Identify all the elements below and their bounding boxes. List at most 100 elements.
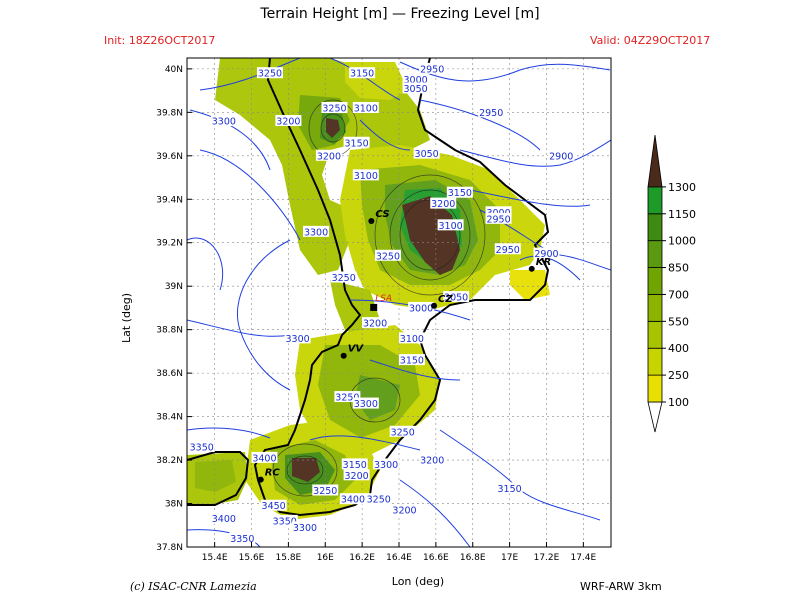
contour-label-background [413, 147, 440, 159]
contour-label: 3250 [322, 103, 346, 114]
contour-label: 3100 [439, 221, 463, 232]
contour-label-background [349, 67, 376, 79]
x-tick-label: 16.4E [386, 553, 412, 563]
contour-label-background [362, 317, 389, 329]
contour-label: 3150 [400, 356, 424, 367]
init-time-label: Init: 18Z26OCT2017 [104, 34, 216, 47]
colorbar-extend-low [647, 401, 663, 433]
y-tick-label: 38N [165, 500, 183, 510]
contour-label: 3150 [498, 484, 522, 495]
contour-label-background [352, 101, 379, 113]
contour-label: 2950 [479, 108, 503, 119]
y-tick-label: 39.4N [156, 195, 183, 205]
y-tick-label: 39.8N [156, 108, 183, 118]
colorbar-swatch [647, 186, 663, 215]
contour-label: 3300 [286, 334, 310, 345]
contour-label-background [256, 67, 283, 79]
contour-label: 3200 [420, 456, 444, 467]
contour-label: 3100 [354, 171, 378, 182]
contour-label: 3000 [409, 303, 433, 314]
contour-label: 3000 [403, 75, 427, 86]
colorbar-swatch [647, 294, 663, 322]
contour-label: 3400 [212, 514, 236, 525]
contour-label-background [496, 482, 523, 494]
city-marker-layer: CS KR CZ VV RC LSA [257, 209, 551, 483]
contour-label-background [419, 62, 446, 74]
y-tick-label: 38.2N [156, 456, 183, 466]
contour-label-background [419, 454, 446, 466]
y-tick-label: 38.4N [156, 413, 183, 423]
contour-label: 3050 [403, 84, 427, 95]
contour-label: 3250 [376, 251, 400, 262]
contour-label: 3250 [367, 495, 391, 506]
contour-label-background [271, 514, 298, 526]
contour-label-background [485, 212, 512, 224]
contour-label-background [391, 504, 418, 516]
colorbar-label: 1000 [668, 235, 696, 248]
city-label: KR [536, 257, 551, 268]
contour-label-background [402, 73, 429, 85]
x-tick-label: 15.8E [276, 553, 302, 563]
contour-label: 3150 [350, 69, 374, 80]
contour-label-background [437, 219, 464, 231]
freezing-level-contours [187, 58, 611, 547]
colorbar-swatch [647, 347, 663, 376]
contour-label: 3300 [354, 399, 378, 410]
terrain-contours [272, 99, 486, 497]
contour-label: 3100 [400, 334, 424, 345]
x-tick-label: 15.4E [202, 553, 228, 563]
contour-label: 2950 [496, 245, 520, 256]
contour-label: 3300 [293, 523, 317, 534]
contour-label: 2950 [486, 214, 510, 225]
y-tick-label: 37.8N [156, 543, 183, 553]
contour-label-background [446, 186, 473, 198]
x-tick-label: 17.4E [570, 553, 596, 563]
contour-label: 3350 [273, 516, 297, 527]
colorbar-label: 1300 [668, 181, 696, 194]
colorbar-swatch [647, 240, 663, 268]
contour-label-background [315, 149, 342, 161]
contour-label: 3250 [335, 393, 359, 404]
colorbar-swatch [647, 213, 663, 242]
colorbar-label: 700 [668, 288, 689, 301]
contour-label-background [402, 82, 429, 94]
colorbar-label: 100 [668, 396, 689, 409]
contour-label-background [251, 451, 278, 463]
valid-time-label: Valid: 04Z29OCT2017 [590, 34, 711, 47]
contour-label: 3400 [252, 453, 276, 464]
map-title: Terrain Height [m] — Freezing Level [m] [260, 6, 540, 22]
y-axis-label: Lat (deg) [120, 293, 133, 343]
contour-label: 3150 [343, 460, 367, 471]
y-tick-label: 39N [165, 282, 183, 292]
city-marker [340, 352, 347, 359]
contour-label-background [330, 271, 357, 283]
contour-label: 3200 [276, 117, 300, 128]
colorbar-label: 400 [668, 342, 689, 355]
contour-label-background [291, 521, 318, 533]
contour-label: 3300 [374, 460, 398, 471]
contour-label: 3050 [444, 293, 468, 304]
contour-label: 3100 [354, 103, 378, 114]
y-tick-label: 38.8N [156, 326, 183, 336]
contour-label-background [443, 291, 470, 303]
contour-label: 2900 [549, 151, 573, 162]
contour-label: 3250 [332, 273, 356, 284]
contour-label-background [210, 115, 237, 127]
contour-label: 3300 [304, 227, 328, 238]
contour-label-background [321, 101, 348, 113]
city-marker [431, 302, 438, 309]
contour-label-background [430, 197, 457, 209]
contour-label-background [334, 391, 361, 403]
contour-label-background [398, 354, 425, 366]
contour-label-background [188, 441, 215, 453]
colorbar-swatch [647, 134, 663, 188]
model-label: WRF-ARW 3km [580, 580, 662, 593]
contour-label-background [352, 397, 379, 409]
contour-label-background [533, 247, 560, 259]
city-label: VV [348, 344, 365, 355]
contour-label-background [339, 493, 366, 505]
city-marker [368, 218, 375, 224]
contour-label: 2950 [420, 64, 444, 75]
